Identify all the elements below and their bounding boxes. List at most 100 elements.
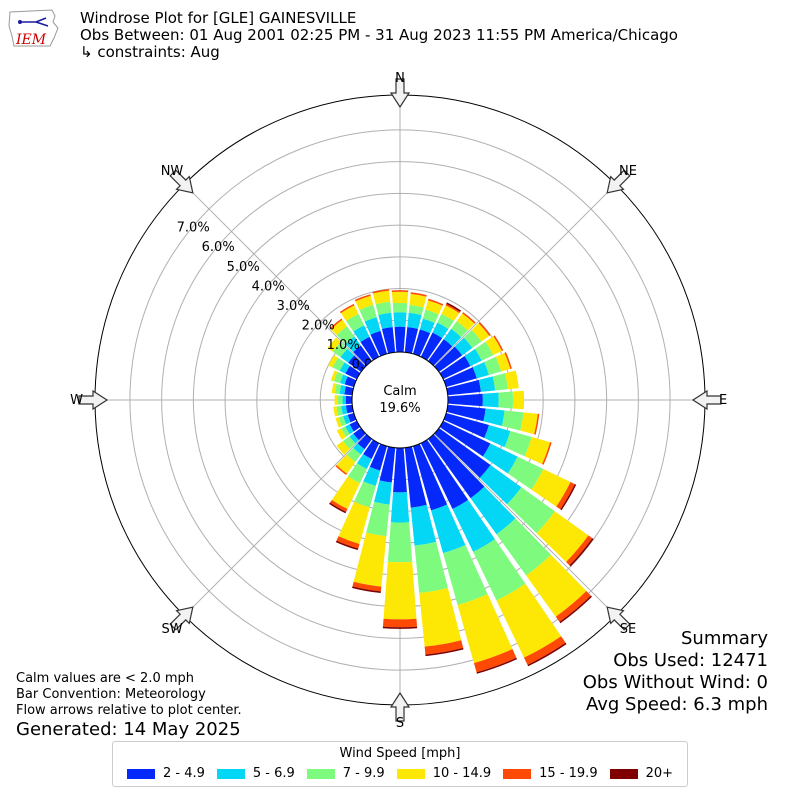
ring-label: 7.0%	[177, 221, 210, 236]
wind-bar-segment	[560, 484, 577, 511]
wind-bar-segment	[329, 318, 343, 330]
wind-bar-segment	[464, 348, 482, 367]
wind-bar-segment	[334, 383, 342, 394]
wind-bar-segment	[346, 313, 365, 332]
flow-arrow-icon	[389, 691, 411, 722]
ring-label: 2.0%	[302, 318, 335, 333]
wind-bar-segment	[446, 379, 481, 396]
wind-bar-segment	[534, 413, 540, 435]
wind-bar-segment	[446, 302, 462, 312]
wind-bar-segment	[344, 376, 357, 388]
calm-center: Calm 19.6%	[351, 351, 449, 449]
wind-bar-segment	[391, 291, 409, 304]
wind-bar-segment	[369, 443, 388, 471]
arrow-note: Flow arrows relative to plot center.	[16, 703, 242, 718]
wind-bar-segment	[332, 342, 348, 358]
convention-note: Bar Convention: Meteorology	[16, 687, 206, 702]
wind-bar-segment	[393, 312, 407, 327]
wind-bar-segment	[407, 312, 422, 329]
wind-bar-segment	[526, 554, 587, 617]
wind-bar-segment	[334, 395, 338, 405]
wind-bar-segment	[338, 501, 370, 544]
wind-bar-segment	[354, 294, 371, 302]
wind-bar-segment	[404, 446, 427, 508]
wind-bar-segment	[333, 371, 344, 384]
wind-bar-segment	[462, 312, 476, 324]
wind-bar-segment	[463, 329, 482, 348]
legend-swatch	[126, 768, 155, 779]
wind-bar-segment	[391, 290, 409, 293]
cardinal-nw: NW	[161, 164, 184, 179]
wind-bar-segment	[419, 318, 435, 334]
legend-swatch	[306, 768, 335, 779]
wind-bar-segment	[432, 322, 449, 339]
wind-bar-segment	[342, 395, 346, 405]
wind-bar-segment	[364, 317, 381, 335]
legend-swatch	[609, 768, 638, 779]
wind-bar-segment	[555, 591, 591, 622]
wind-bar-segment	[419, 587, 462, 647]
wind-bar-segment	[498, 391, 514, 409]
legend-item: 15 - 19.9	[503, 766, 598, 781]
wind-bar-segment	[374, 480, 392, 505]
wind-bar-segment	[339, 385, 346, 395]
wind-bar-segment	[414, 541, 448, 593]
wind-bar-segment	[478, 322, 491, 336]
wind-bar-segment	[476, 657, 518, 674]
obs-range: Obs Between: 01 Aug 2001 02:25 PM - 31 A…	[80, 26, 678, 44]
wind-bar-segment	[348, 355, 366, 372]
wind-bar-segment	[439, 355, 471, 380]
wind-bar-segment	[352, 586, 381, 593]
wind-bar-segment	[496, 583, 562, 658]
wind-bar-segment	[556, 482, 575, 510]
wind-bar-segment	[370, 330, 388, 357]
wind-bar-segment	[437, 313, 454, 329]
legend-item: 2 - 4.9	[126, 766, 205, 781]
wind-bar-segment	[507, 487, 555, 534]
wind-bar-segment	[339, 303, 355, 314]
wind-bar-segment	[536, 511, 589, 563]
cardinal-s: S	[396, 716, 404, 731]
wind-bar-segment	[439, 420, 491, 457]
wind-bar-segment	[329, 502, 347, 514]
wind-bar-segment	[333, 406, 339, 417]
wind-bar-segment	[485, 336, 502, 356]
radial-gridline	[433, 433, 617, 617]
wind-bar-segment	[359, 304, 377, 322]
calm-circle	[351, 351, 449, 449]
wind-bar-segment	[443, 412, 489, 439]
flow-arrow-icon	[169, 606, 194, 631]
wind-bar-segment	[360, 336, 380, 361]
wind-bar-segment	[340, 305, 359, 322]
logo-text: IEM	[15, 32, 47, 48]
wind-bar-segment	[425, 647, 464, 657]
cardinal-ne: NE	[619, 164, 637, 179]
ring-gridline	[129, 129, 671, 671]
wind-bar-segment	[354, 481, 376, 508]
wind-bar-segment	[527, 642, 567, 667]
wind-bar-segment	[353, 428, 366, 441]
wind-bar-segment	[332, 357, 345, 371]
legend-item: 7 - 9.9	[306, 766, 385, 781]
wind-bar-segment	[355, 295, 374, 310]
summary-box: Summary Obs Used: 12471 Obs Without Wind…	[583, 628, 768, 716]
wind-bar-segment	[569, 538, 594, 567]
wind-bar-segment	[475, 341, 494, 361]
wind-bar-segment	[484, 425, 511, 448]
wind-bar-segment	[337, 395, 343, 405]
wind-bar-segment	[344, 386, 354, 396]
wind-bar-segment	[483, 408, 505, 426]
wind-bar-segment	[410, 504, 437, 546]
legend-item: 20+	[609, 766, 673, 781]
wind-bar-segment	[447, 393, 483, 407]
legend-swatch	[396, 768, 425, 779]
radial-gridline	[433, 183, 617, 367]
wind-bar-segment	[339, 362, 350, 374]
legend-swatch	[216, 768, 245, 779]
wind-bar-segment	[512, 390, 525, 410]
wind-bar-segment	[420, 332, 443, 361]
arrow-shape	[169, 169, 194, 194]
wind-bar-segment	[341, 426, 350, 437]
wind-bar-segment	[363, 466, 381, 486]
wind-bar-segment	[524, 437, 551, 465]
